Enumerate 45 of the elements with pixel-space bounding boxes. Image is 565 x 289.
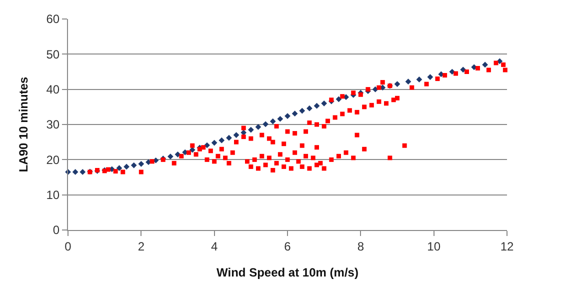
point [336,96,342,102]
point [405,78,412,85]
x-tick-label: 6 [284,239,292,254]
point [211,140,218,146]
point [248,126,254,133]
point [306,105,312,112]
point [299,108,306,114]
point [138,160,144,167]
point [72,169,78,175]
point [124,164,130,170]
point [255,124,262,130]
point [233,132,240,138]
point [80,169,86,175]
point [130,162,137,168]
point [218,137,225,144]
point [449,68,456,75]
y-tick-label: 20 [46,152,60,167]
point [168,154,174,160]
y-tick-label: 0 [52,223,60,238]
point [174,151,181,158]
x-tick-label: 4 [210,239,218,254]
x-tick-label: 12 [500,239,514,254]
x-tick-label: 0 [64,239,72,254]
point [394,81,400,87]
y-axis-title: LA90 10 minutes [16,76,31,172]
point [277,116,284,122]
point [116,165,122,172]
point [270,118,276,124]
point [482,62,488,68]
y-tick-label: 50 [46,47,60,62]
x-tick-label: 2 [138,239,145,254]
y-tick-label: 60 [46,12,60,26]
point [416,76,422,82]
y-tick-label: 30 [46,118,60,132]
y-tick-label: 10 [46,188,60,202]
y-tick-label: 40 [46,82,60,97]
point [226,134,232,141]
point [262,121,268,128]
point [292,110,298,117]
point [321,100,328,106]
x-tick-label: 10 [427,239,441,254]
x-tick-label: 8 [357,239,364,254]
point [427,74,434,80]
point [314,102,320,109]
x-axis-title: Wind Speed at 10m (m/s) [216,265,358,280]
